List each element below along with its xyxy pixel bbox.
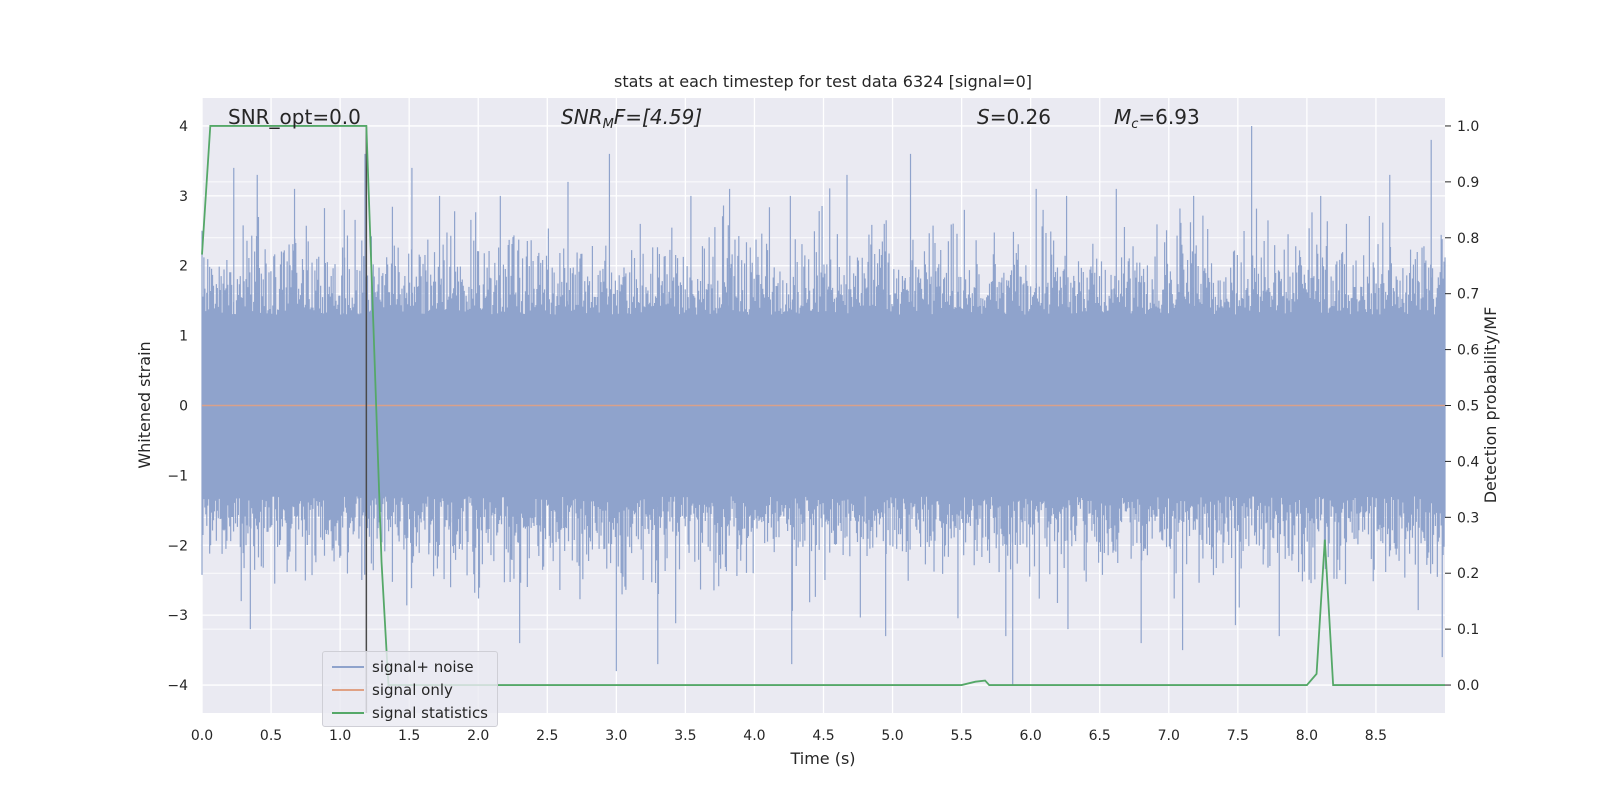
y-tick-label: −3	[167, 608, 188, 624]
y-right-tick-label: 0.4	[1457, 454, 1479, 470]
x-tick-label: 4.0	[743, 728, 765, 744]
y-right-tick-label: 0.7	[1457, 287, 1479, 303]
y-right-tick-label: 0.9	[1457, 175, 1479, 191]
x-tick-label: 6.5	[1089, 728, 1111, 744]
s-annotation: S=0.26	[977, 105, 1051, 129]
snr-mf-annotation: SNRMF=[4.59]	[561, 105, 702, 132]
legend-item-signal-noise: signal+ noise	[323, 655, 497, 678]
x-tick-label: 7.5	[1227, 728, 1249, 744]
y-tick-label: −1	[167, 468, 188, 484]
x-tick-label: 4.5	[812, 728, 834, 744]
x-tick-label: 0.5	[260, 728, 282, 744]
x-tick-label: 1.5	[398, 728, 420, 744]
y-right-tick-label: 0.8	[1457, 231, 1479, 247]
signal-statistics-line	[201, 125, 1445, 686]
chart-title: stats at each timestep for test data 632…	[614, 72, 1032, 91]
y-tick-label: 3	[179, 189, 188, 205]
x-tick-label: 5.5	[950, 728, 972, 744]
y-right-tick-label: 0.2	[1457, 566, 1479, 582]
x-tick-label: 2.5	[536, 728, 558, 744]
legend-swatch	[332, 711, 364, 714]
y-right-tick-label: 0.5	[1457, 399, 1479, 415]
x-tick-label: 8.0	[1296, 728, 1318, 744]
legend-label: signal statistics	[372, 703, 489, 722]
noise-trace	[201, 125, 1446, 686]
snr-opt-annotation: SNR_opt=0.0	[228, 105, 361, 129]
x-tick-labels: 0.0 0.5 1.0 1.5 2.0 2.5 3.0 3.5 4.0 4.5 5.0 5.5 6.0 6…	[191, 728, 1387, 744]
x-axis-label: Time (s)	[789, 749, 855, 768]
y-tick-label: 1	[179, 329, 188, 345]
legend: signal+ noise signal only signal statist…	[322, 651, 498, 727]
x-tick-label: 3.5	[674, 728, 696, 744]
y-tick-label: −2	[167, 538, 188, 554]
y-tick-label: 4	[179, 119, 188, 135]
y-right-tick-label: 0.1	[1457, 622, 1479, 638]
y-right-tick-label: 1.0	[1457, 119, 1479, 135]
x-tick-label: 0.0	[191, 728, 213, 744]
y-right-tick-label: 0.3	[1457, 510, 1479, 526]
legend-swatch	[332, 688, 364, 691]
y-right-axis-label: Detection probability/MF	[1481, 307, 1500, 504]
legend-item-signal-only: signal only	[323, 678, 497, 701]
x-tick-label: 3.0	[605, 728, 627, 744]
mc-annotation: Mc=6.93	[1114, 105, 1200, 132]
y-tick-label: 0	[179, 399, 188, 415]
y-tick-labels: 4 3 2 1 0 −1 −2 −3 −4	[167, 119, 188, 694]
y-tick-label: −4	[167, 678, 188, 694]
y-axis-label: Whitened strain	[135, 341, 154, 468]
y-right-tick-labels: 1.0 0.9 0.8 0.7 0.6 0.5 0.4 0.3 0.2 0.1 0.0	[1445, 119, 1479, 694]
legend-label: signal only	[372, 680, 453, 699]
x-tick-label: 1.0	[329, 728, 351, 744]
series-signal-statistics	[201, 125, 1445, 686]
x-tick-label: 8.5	[1365, 728, 1387, 744]
x-tick-label: 7.0	[1158, 728, 1180, 744]
legend-item-signal-statistics: signal statistics	[323, 701, 497, 724]
y-tick-label: 2	[179, 259, 188, 275]
y-right-tick-label: 0.6	[1457, 343, 1479, 359]
legend-label: signal+ noise	[372, 657, 474, 676]
legend-swatch	[332, 665, 364, 668]
x-tick-label: 2.0	[467, 728, 489, 744]
x-tick-label: 5.0	[881, 728, 903, 744]
y-right-tick-label: 0.0	[1457, 678, 1479, 694]
x-tick-label: 6.0	[1020, 728, 1042, 744]
